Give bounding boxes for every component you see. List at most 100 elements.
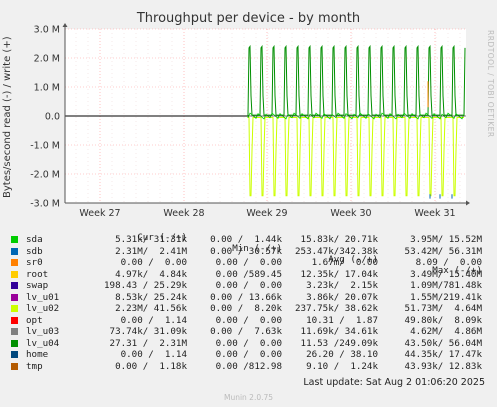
legend-max: 1.55M/219.41k bbox=[410, 291, 482, 303]
legend-swatch bbox=[11, 362, 18, 370]
legend-max: 43.93k/ 12.83k bbox=[404, 360, 482, 372]
legend-avg: 9.10 / 1.24k bbox=[306, 360, 378, 372]
legend-max: 49.80k/ 8.09k bbox=[404, 314, 482, 326]
last-update: Last update: Sat Aug 2 01:06:20 2025 bbox=[303, 377, 485, 388]
legend-cur: 27.31 / 2.31M bbox=[109, 337, 187, 349]
legend-name: sda bbox=[26, 234, 43, 245]
legend-avg: 15.83k/ 20.71k bbox=[300, 234, 378, 245]
legend-min: 0.00 / 0.00 bbox=[215, 314, 282, 326]
legend-cur: 5.31k/ 31.31k bbox=[115, 234, 187, 245]
x-tick-label: Week 30 bbox=[330, 208, 371, 219]
legend-header-cur: Cur (-/+) bbox=[137, 232, 187, 243]
legend-row-root: root 4.97k/ 4.84k 0.00 /589.45 12.35k/ 17.0… bbox=[10, 269, 490, 281]
legend-row-lv_u01: lv_u01 8.53k/ 25.24k 0.00 / 13.66k 3.86k/ 2… bbox=[10, 292, 490, 304]
legend-avg: 1.67m/ 0.00 bbox=[311, 257, 378, 268]
legend-swatch bbox=[11, 328, 18, 335]
series-lv_u02 bbox=[247, 116, 464, 197]
legend-swatch bbox=[11, 351, 18, 358]
legend-cur: 0.00 / 1.14 bbox=[120, 349, 187, 360]
legend-cur: 0.00 / 1.18k bbox=[115, 360, 187, 372]
x-tick-label: Week 27 bbox=[79, 208, 120, 219]
legend-cur: 0.00 / 0.00 bbox=[120, 257, 187, 268]
legend-header-max: Max (-/+) bbox=[432, 265, 482, 276]
legend-avg: 26.20 / 38.10 bbox=[306, 349, 378, 360]
chart-svg: 3.0 M 2.0 M 1.0 M 0.0 -1.0 M -2.0 M -3.0 M Week… bbox=[30, 23, 470, 219]
legend-swatch bbox=[11, 236, 18, 243]
legend-row-sr0: sr0 0.00 / 0.00 0.00 / 0.00 1.67m/ 0.00 8.09… bbox=[10, 257, 490, 269]
legend-table: Cur (-/+) Min (-/+) Avg (-/+) Max (-/+) … bbox=[10, 221, 490, 372]
legend-name: lv_u03 bbox=[26, 326, 60, 337]
legend-cur: 198.43 / 25.29k bbox=[104, 280, 187, 291]
legend-row-lv_u04: lv_u04 27.31 / 2.31M 0.00 / 0.00 11.53 /249… bbox=[10, 338, 490, 350]
legend-header-row: Cur (-/+) Min (-/+) Avg (-/+) Max (-/+) bbox=[10, 221, 490, 276]
legend-name: lv_u01 bbox=[26, 291, 60, 303]
x-tick-label: Week 28 bbox=[163, 208, 204, 219]
y-tick-label: -3.0 M bbox=[30, 199, 60, 210]
y-tick-label: -2.0 M bbox=[30, 170, 60, 181]
legend-min: 0.00 / 8.20k bbox=[210, 303, 282, 314]
x-tick-label: Week 29 bbox=[246, 208, 287, 219]
series-lv_u04 bbox=[247, 44, 466, 116]
y-tick-label: 1.0 M bbox=[34, 83, 60, 94]
legend-max: 3.49M/ 15.40M bbox=[410, 268, 482, 280]
y-tick-label: -1.0 M bbox=[30, 141, 60, 152]
legend-min: 0.00 / 13.66k bbox=[210, 291, 282, 303]
legend-name: opt bbox=[26, 314, 43, 326]
legend-swatch bbox=[11, 339, 18, 347]
legend-cur: 2.23M/ 41.56k bbox=[115, 303, 187, 314]
legend-avg: 253.47k/342.38k bbox=[295, 245, 378, 257]
legend-row-home: home 0.00 / 1.14 0.00 / 0.00 26.20 / 38.10 4… bbox=[10, 349, 490, 361]
legend-min: 0.00 /812.98 bbox=[215, 360, 282, 372]
legend-swatch bbox=[11, 293, 18, 301]
legend-max: 8.09 / 0.00 bbox=[415, 257, 482, 268]
legend-max: 44.35k/ 17.47k bbox=[404, 349, 482, 360]
legend-cur: 8.53k/ 25.24k bbox=[115, 291, 187, 303]
legend-max: 3.95M/ 15.52M bbox=[410, 234, 482, 245]
legend-row-lv_u02: lv_u02 2.23M/ 41.56k 0.00 / 8.20k 237.75k/ … bbox=[10, 303, 490, 315]
legend-min: 0.00 / 0.00 bbox=[215, 257, 282, 268]
legend-min: 0.00 / 0.00 bbox=[215, 337, 282, 349]
legend-name: sr0 bbox=[26, 257, 43, 268]
legend-avg: 11.69k/ 34.61k bbox=[300, 326, 378, 337]
legend-name: home bbox=[26, 349, 49, 360]
y-tick-label: 0.0 bbox=[45, 112, 60, 123]
legend-avg: 11.53 /249.09k bbox=[300, 337, 378, 349]
legend-name: lv_u02 bbox=[26, 303, 60, 314]
legend-name: sdb bbox=[26, 245, 43, 257]
legend-row-sdb: sdb 2.31M/ 2.41M 0.00 / 30.57k 253.47k/342.… bbox=[10, 246, 490, 258]
legend-swatch bbox=[11, 282, 18, 289]
legend-name: lv_u04 bbox=[26, 337, 60, 349]
legend-swatch bbox=[11, 305, 18, 312]
y-axis-arrow bbox=[62, 23, 68, 27]
legend-max: 43.50k/ 56.04M bbox=[404, 337, 482, 349]
legend-cur: 4.97k/ 4.84k bbox=[115, 268, 187, 280]
legend-max: 4.62M/ 4.86M bbox=[410, 326, 482, 337]
legend-min: 0.00 / 30.57k bbox=[210, 245, 282, 257]
y-tick-label: 2.0 M bbox=[34, 54, 60, 65]
legend-name: tmp bbox=[26, 360, 43, 372]
legend-avg: 12.35k/ 17.04k bbox=[300, 268, 378, 280]
x-axis-arrow bbox=[466, 200, 470, 206]
y-tick-label: 3.0 M bbox=[34, 25, 60, 36]
legend-max: 51.73M/ 4.64M bbox=[404, 303, 482, 314]
legend-row-sda: sda 5.31k/ 31.31k 0.00 / 1.44k 15.83k/ 20.7… bbox=[10, 234, 490, 246]
legend-swatch bbox=[11, 316, 18, 324]
legend-row-tmp: tmp 0.00 / 1.18k 0.00 /812.98 9.10 / 1.24k 4… bbox=[10, 361, 490, 373]
legend-cur: 2.31M/ 2.41M bbox=[115, 245, 187, 257]
legend-min: 0.00 / 1.44k bbox=[210, 234, 282, 245]
legend-row-lv_u03: lv_u03 73.74k/ 31.09k 0.00 / 7.63k 11.69k/ … bbox=[10, 326, 490, 338]
legend-header-min: Min (-/+) bbox=[232, 243, 282, 254]
legend-avg: 10.31 / 1.87 bbox=[306, 314, 378, 326]
legend-name: root bbox=[26, 268, 49, 280]
legend-cur: 73.74k/ 31.09k bbox=[109, 326, 187, 337]
legend-min: 0.00 / 0.00 bbox=[215, 280, 282, 291]
munin-version: Munin 2.0.75 bbox=[223, 393, 274, 402]
legend-row-swap: swap 198.43 / 25.29k 0.00 / 0.00 3.23k/ 2.1… bbox=[10, 280, 490, 292]
legend-min: 0.00 / 0.00 bbox=[215, 349, 282, 360]
legend-header-avg: Avg (-/+) bbox=[328, 254, 378, 265]
rrdtool-watermark: RRDTOOL / TOBI OETIKER bbox=[486, 30, 495, 138]
legend-avg: 237.75k/ 38.62k bbox=[295, 303, 378, 314]
legend-avg: 3.86k/ 20.07k bbox=[306, 291, 378, 303]
legend-name: swap bbox=[26, 280, 49, 291]
